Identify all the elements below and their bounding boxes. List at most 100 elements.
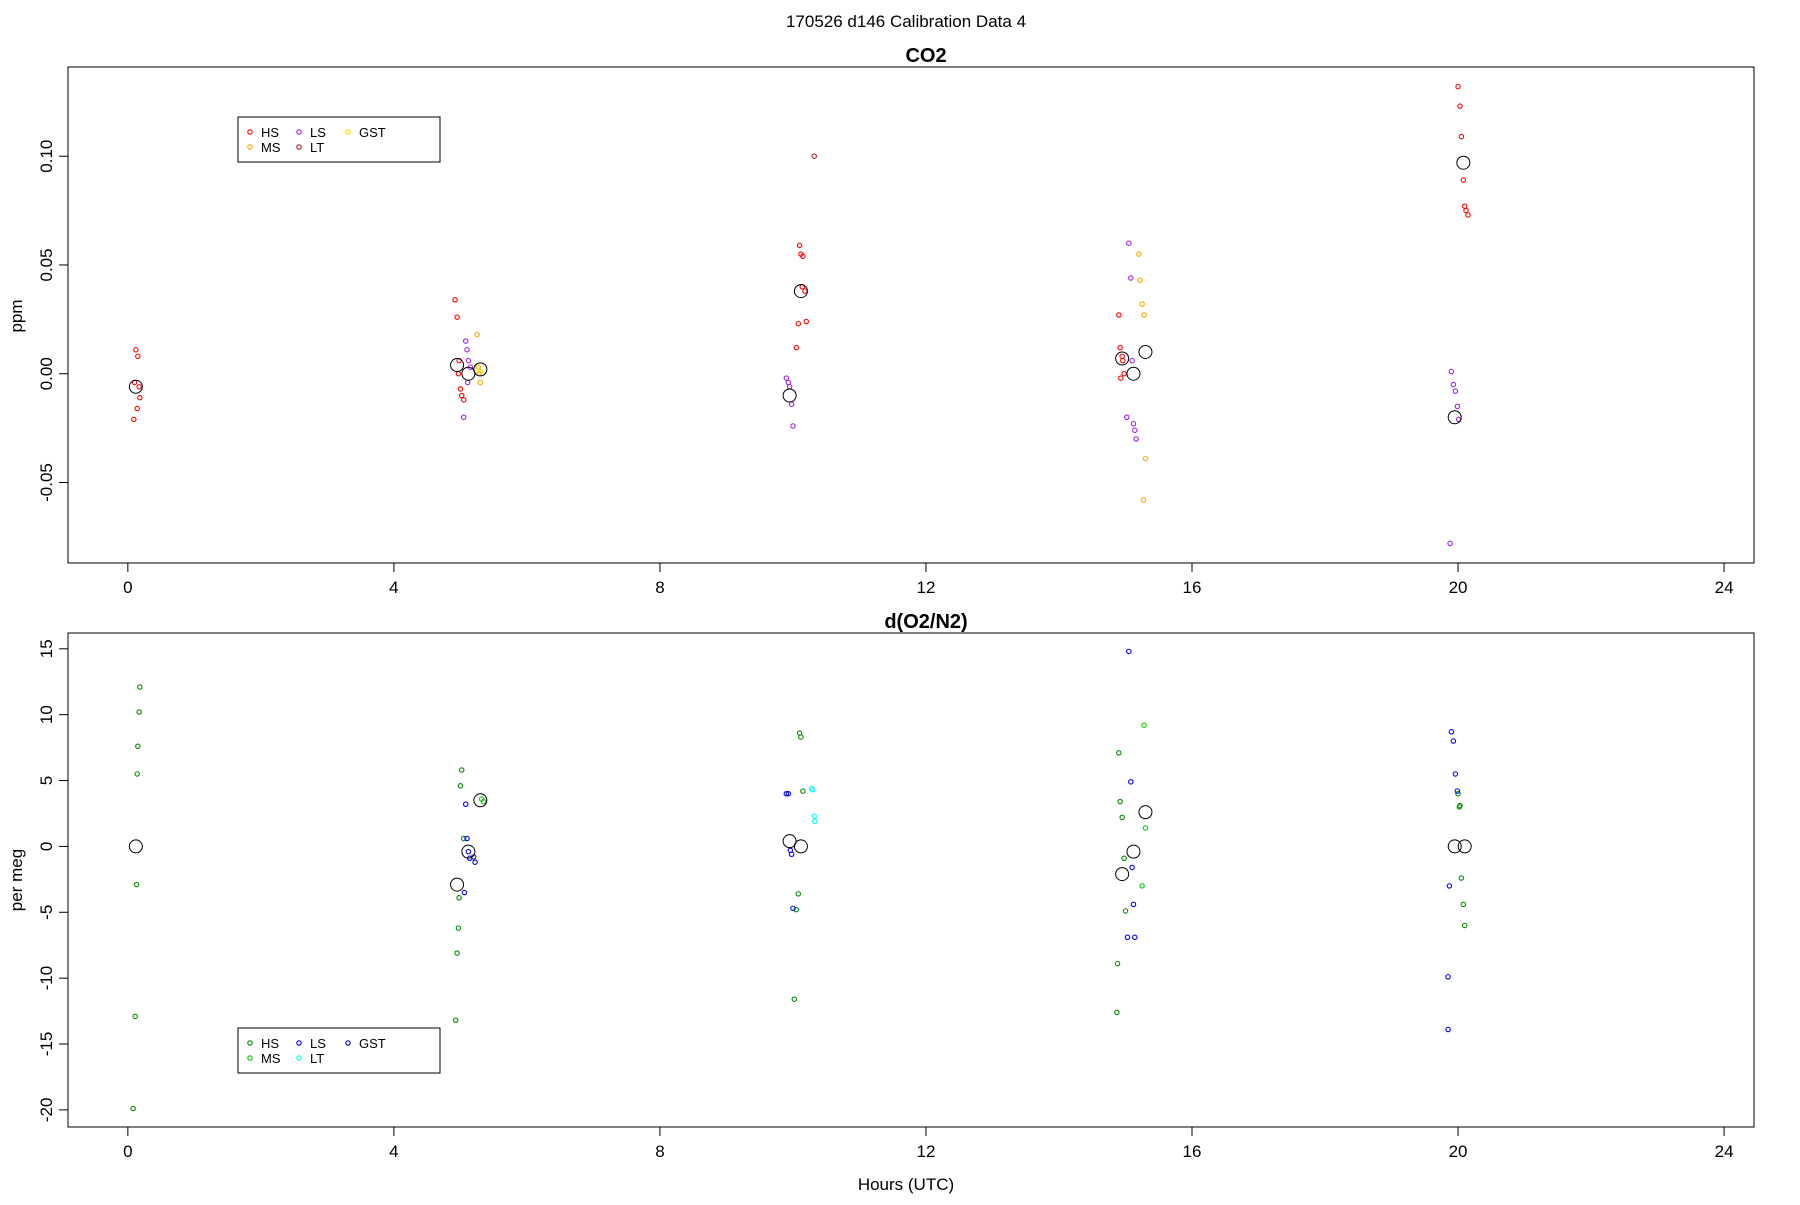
co2-point-ls (786, 384, 793, 390)
o2n2-point-ls (1126, 648, 1132, 655)
o2n2-point-ms (1142, 825, 1149, 831)
co2-legend-hs-marker (247, 129, 253, 135)
co2-point-hs (460, 397, 467, 403)
co2-point-ms (1140, 497, 1147, 503)
o2n2-mean-marker (450, 877, 465, 892)
co2-point-ms (1137, 277, 1143, 283)
o2n2-y-axis: -20 -15 -10 -5 0 5 10 15 (37, 639, 69, 1122)
co2-point-hs (458, 392, 465, 399)
o2n2-point-lt (812, 818, 818, 825)
co2-point-hs (1118, 375, 1124, 381)
o2n2-point-hs (1114, 960, 1121, 967)
co2-y-axis: -0.05 0.00 0.05 0.10 (37, 140, 69, 502)
co2-point-hs (1458, 133, 1465, 140)
co2-point-ls (462, 338, 469, 344)
co2-point-ls (1130, 421, 1137, 427)
co2-point-hs (1455, 83, 1461, 90)
co2-y-tick-label: 0.05 (37, 248, 56, 281)
o2n2-point-hs (134, 771, 140, 777)
o2n2-point-ls (1132, 934, 1138, 941)
o2n2-point-hs (137, 684, 143, 690)
co2-point-ls (1454, 403, 1461, 410)
co2-point-ls (783, 375, 790, 381)
o2n2-point-ls (462, 801, 469, 808)
co2-point-ls (788, 401, 795, 407)
co2-point-hs (137, 394, 143, 401)
co2-point-ms (1139, 301, 1145, 307)
co2-point-ls (1450, 381, 1457, 388)
co2-mean-marker (128, 379, 143, 394)
o2n2-x-tick-label: 8 (655, 1142, 664, 1161)
o2n2-point-hs (795, 891, 802, 897)
o2n2-point-ls (465, 848, 472, 855)
co2-legend-gst-label: GST (359, 125, 386, 140)
o2n2-point-ls (1124, 934, 1131, 941)
co2-point-hs (452, 297, 458, 303)
co2-point-hs (134, 405, 140, 412)
o2n2-point-hs (793, 906, 800, 913)
o2n2-point-hs (1458, 875, 1465, 881)
co2-x-tick-label: 8 (655, 578, 664, 597)
co2-point-ls (785, 379, 792, 386)
o2n2-point-hs (1455, 790, 1461, 797)
o2n2-point-hs (1457, 802, 1463, 809)
o2n2-point-ls (783, 790, 790, 797)
o2n2-legend-gst-marker (345, 1040, 351, 1046)
o2n2-legend-lt-marker (296, 1055, 302, 1061)
co2-point-hs (457, 386, 464, 392)
co2-legend-box (237, 116, 441, 163)
o2n2-mean-marker (128, 839, 143, 854)
o2n2-legend-ls-marker (296, 1040, 302, 1046)
o2n2-point-hs (1122, 908, 1129, 914)
co2-x-tick-label: 0 (123, 578, 132, 597)
co2-point-hs (1119, 353, 1125, 360)
o2n2-point-hs (130, 1105, 136, 1112)
co2-legend-hs-label: HS (261, 125, 279, 140)
o2n2-mean-marker (473, 793, 488, 808)
co2-mean-marker (782, 388, 797, 403)
co2-point-ls (1126, 240, 1132, 246)
o2n2-point-hs (791, 996, 798, 1002)
co2-point-hs (136, 384, 142, 390)
co2-point-lt (811, 153, 817, 159)
o2n2-mean-marker (1457, 839, 1472, 854)
co2-point-hs (803, 318, 809, 325)
co2-point-ls (1447, 540, 1453, 547)
o2n2-point-hs (136, 709, 142, 715)
o2n2-point-ls (461, 889, 468, 896)
co2-legend-lt-label: LT (310, 140, 324, 155)
o2n2-point-hs (132, 1013, 138, 1020)
o2n2-point-ls (1129, 864, 1135, 871)
o2n2-point-hs (1121, 855, 1127, 862)
o2n2-point-ls (1454, 788, 1461, 794)
o2n2-x-axis: 0 4 8 12 16 20 24 (123, 1126, 1734, 1161)
co2-mean-marker (1138, 344, 1153, 359)
o2n2-point-hs (135, 743, 141, 750)
co2-mean-marker (473, 362, 488, 377)
o2n2-y-axis-label: per meg (7, 849, 26, 911)
co2-mean-marker (1126, 366, 1141, 381)
o2n2-point-ls (1128, 779, 1134, 785)
co2-point-hs (1461, 203, 1468, 209)
co2-mean-marker (1115, 351, 1130, 366)
o2n2-chart-title: d(O2/N2) (884, 611, 967, 633)
o2n2-legend-hs-label: HS (261, 1036, 279, 1051)
co2-mean-marker (1456, 155, 1471, 170)
o2n2-point-ls (1130, 901, 1137, 908)
o2n2-legend-hs-marker (247, 1040, 253, 1046)
co2-panel: CO2 ppm 0 4 8 12 16 20 24 -0.05 0.00 0.05 0.10 HS… (7, 45, 1755, 597)
o2n2-point-ls (788, 851, 795, 858)
o2n2-point-ls (1446, 883, 1453, 889)
co2-point-ms (477, 379, 484, 386)
o2n2-point-hs (1117, 798, 1123, 805)
co2-point-gst (477, 368, 484, 375)
o2n2-legend-ls-label: LS (310, 1036, 326, 1051)
o2n2-x-tick-label: 20 (1449, 1142, 1468, 1161)
o2n2-mean-marker (1115, 867, 1130, 882)
co2-point-ls (1132, 427, 1138, 434)
co2-legend-ms-marker (247, 144, 253, 150)
o2n2-legend-gst-label: GST (359, 1036, 386, 1051)
o2n2-point-hs (454, 950, 460, 956)
o2n2-mean-marker (1126, 844, 1141, 859)
o2n2-mean-marker (1447, 839, 1462, 854)
